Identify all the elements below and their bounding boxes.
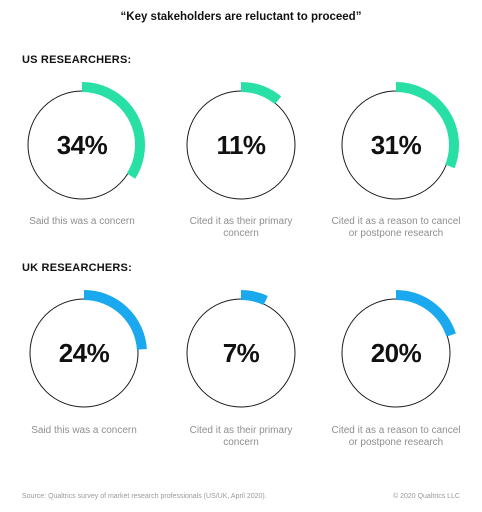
uk-cancel-caption: Cited it as a reason to cancel or postpo… bbox=[331, 425, 461, 448]
footer-copyright: © 2020 Qualtrics LLC bbox=[392, 493, 460, 500]
us-cancel-percent: 31% bbox=[370, 129, 422, 160]
us-cancel-ring: 31% bbox=[337, 82, 459, 204]
uk-primary-ring: 7% bbox=[182, 290, 300, 412]
uk-concern-ring-chart bbox=[29, 290, 147, 408]
uk-section-label: UK RESEARCHERS: bbox=[22, 262, 132, 274]
uk-concern-percent: 24% bbox=[58, 337, 110, 368]
us-concern-ring-chart bbox=[27, 82, 145, 200]
uk-cancel-percent: 20% bbox=[370, 337, 422, 368]
us-primary-caption: Cited it as their primary concern bbox=[189, 216, 293, 239]
uk-cancel-ring-chart bbox=[341, 290, 456, 408]
uk-concern-caption: Said this was a concern bbox=[31, 425, 137, 436]
us-concern-caption: Said this was a concern bbox=[29, 216, 135, 227]
uk-primary-caption: Cited it as their primary concern bbox=[189, 425, 293, 448]
us-primary-ring-chart bbox=[186, 82, 296, 200]
us-primary-percent: 11% bbox=[216, 129, 266, 160]
uk-value-arc-2 bbox=[395, 290, 456, 337]
uk-concern-ring: 24% bbox=[25, 290, 147, 412]
us-primary-ring: 11% bbox=[182, 82, 300, 204]
us-concern-percent: 34% bbox=[56, 129, 108, 160]
footer-source: Source: Qualtrics survey of market resea… bbox=[22, 493, 267, 500]
us-cancel-caption: Cited it as a reason to cancel or postpo… bbox=[331, 216, 461, 239]
us-value-arc-1 bbox=[240, 82, 282, 105]
uk-cancel-ring: 20% bbox=[337, 290, 456, 412]
us-section-label: US RESEARCHERS: bbox=[22, 54, 132, 66]
us-value-arc-2 bbox=[395, 82, 459, 169]
us-cancel-ring-chart bbox=[341, 82, 459, 200]
uk-ring-track bbox=[29, 298, 139, 408]
uk-value-arc-1 bbox=[240, 290, 268, 306]
uk-value-arc-0 bbox=[83, 290, 147, 350]
uk-ring-track bbox=[186, 298, 296, 408]
us-value-arc-0 bbox=[81, 82, 145, 179]
us-concern-ring: 34% bbox=[23, 82, 145, 204]
uk-primary-percent: 7% bbox=[222, 337, 260, 368]
uk-primary-ring-chart bbox=[186, 290, 296, 408]
chart-title: “Key stakeholders are reluctant to proce… bbox=[120, 11, 362, 23]
